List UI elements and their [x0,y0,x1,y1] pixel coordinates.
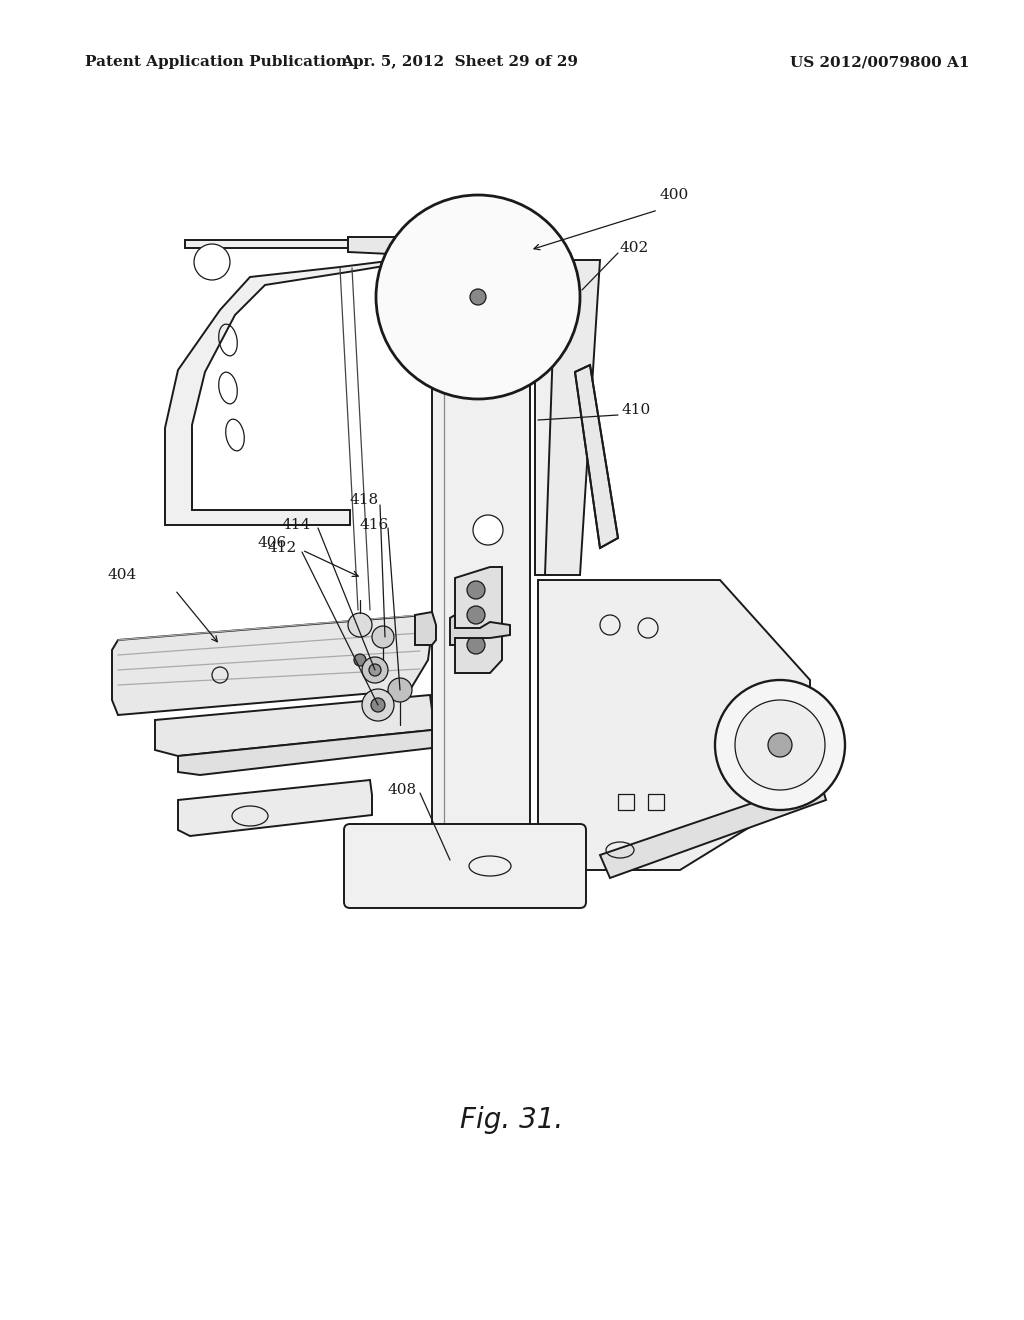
Text: 404: 404 [108,568,137,582]
Circle shape [388,678,412,702]
Polygon shape [545,260,600,576]
Text: Fig. 31.: Fig. 31. [461,1106,563,1134]
Circle shape [371,698,385,711]
Circle shape [362,657,388,682]
Circle shape [354,653,366,667]
Circle shape [473,515,503,545]
Text: 416: 416 [360,517,389,532]
Circle shape [194,244,230,280]
Circle shape [369,664,381,676]
Polygon shape [178,730,432,775]
Polygon shape [112,615,430,715]
Circle shape [362,689,394,721]
Polygon shape [535,257,558,576]
Polygon shape [432,255,530,830]
Polygon shape [575,366,618,548]
Polygon shape [415,612,436,645]
Circle shape [715,680,845,810]
Polygon shape [455,568,502,673]
Polygon shape [348,238,535,255]
Polygon shape [155,696,432,756]
Polygon shape [165,240,412,525]
Polygon shape [450,615,510,645]
Polygon shape [538,579,810,870]
Circle shape [348,612,372,638]
Text: 412: 412 [268,541,297,554]
Text: 402: 402 [620,242,649,255]
Text: 410: 410 [622,403,651,417]
Circle shape [376,195,580,399]
Polygon shape [600,780,826,878]
Circle shape [467,636,485,653]
Circle shape [768,733,792,756]
Polygon shape [178,780,372,836]
Text: US 2012/0079800 A1: US 2012/0079800 A1 [791,55,970,69]
Text: 408: 408 [388,783,417,797]
Text: 418: 418 [350,492,379,507]
Text: Patent Application Publication: Patent Application Publication [85,55,347,69]
Circle shape [735,700,825,789]
Text: Apr. 5, 2012  Sheet 29 of 29: Apr. 5, 2012 Sheet 29 of 29 [341,55,579,69]
Text: 406: 406 [258,536,288,550]
Circle shape [467,581,485,599]
Text: 414: 414 [282,517,311,532]
Circle shape [372,626,394,648]
Text: 400: 400 [660,187,689,202]
FancyBboxPatch shape [344,824,586,908]
Circle shape [467,606,485,624]
Circle shape [470,289,486,305]
